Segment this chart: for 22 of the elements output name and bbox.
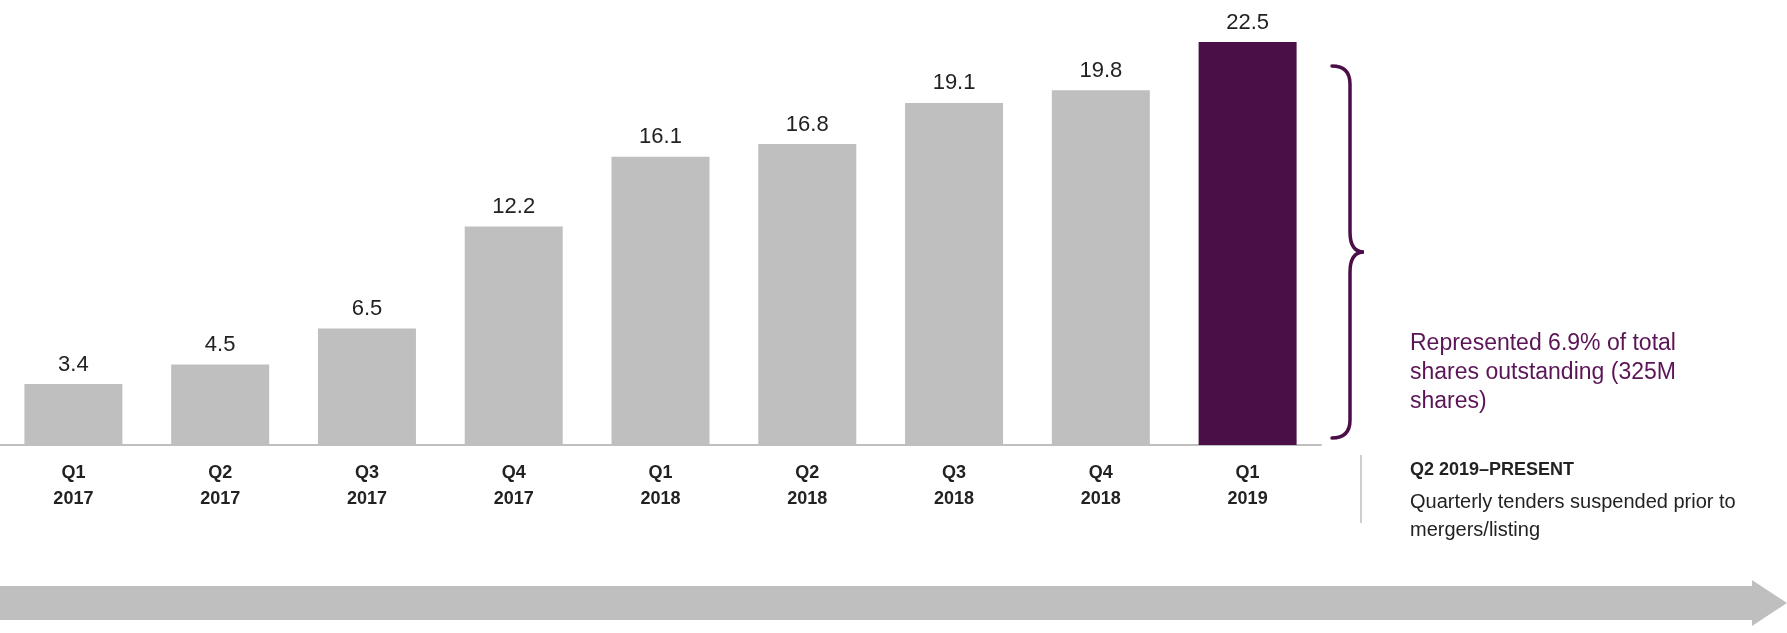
data-label: 19.1 [932,69,976,95]
data-label: 6.5 [351,295,383,321]
x-tick-label: Q3 2018 [934,462,975,508]
text: Represented 6.9% of total shares outstanding (325M shares) [1410,328,1677,415]
data-label: 12.2 [492,192,536,218]
data-label: 3.4 [58,350,89,376]
bar [1198,42,1297,445]
data-label: 4.5 [204,330,236,356]
data-label: 19.8 [1079,56,1123,82]
x-tick-label: Q2 2018 [787,462,828,508]
text: Q2 2019–PRESENT [1410,459,1575,480]
text: Quarterly tenders suspended prior to mergers/listing [1410,489,1737,542]
data-label: 22.5 [1226,8,1270,34]
x-tick-label: Q1 2018 [640,462,681,508]
x-tick-label: Q2 2017 [200,462,241,508]
x-tick-label: Q4 2017 [493,462,534,508]
data-label: 16.8 [785,110,829,136]
data-label: 16.1 [639,123,682,149]
x-tick-label: Q4 2018 [1080,462,1121,508]
x-tick-label: Q1 2019 [1227,462,1268,508]
x-tick-label: Q1 2017 [53,462,94,508]
x-tick-label: Q3 2017 [346,462,387,508]
